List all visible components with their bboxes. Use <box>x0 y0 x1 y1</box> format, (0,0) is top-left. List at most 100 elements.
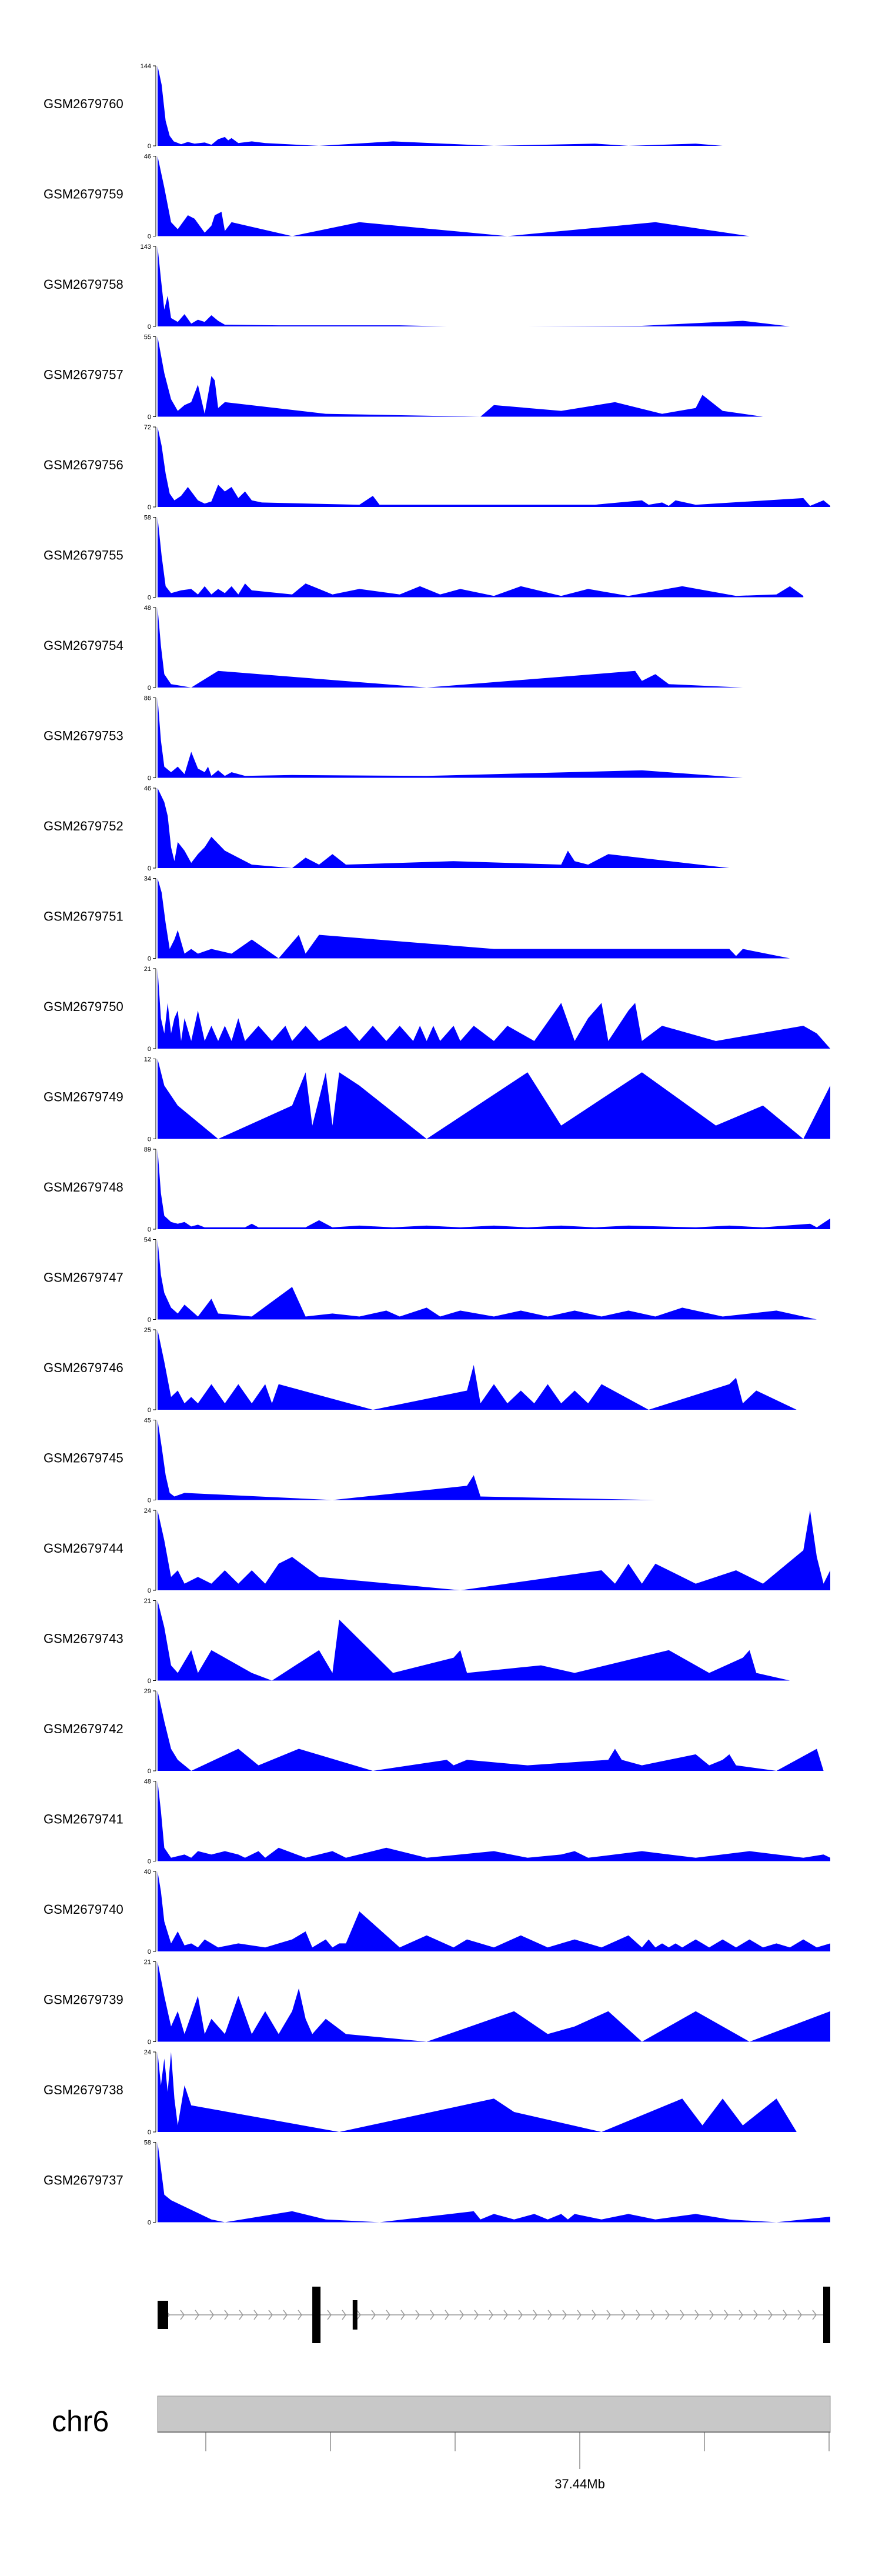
track-label: GSM2679751 <box>44 909 123 924</box>
coverage-area <box>158 1871 830 1951</box>
coverage-area <box>158 698 743 778</box>
y-tick-label: 0 <box>148 1678 151 1685</box>
track-label: GSM2679746 <box>44 1360 123 1375</box>
track-label: GSM2679760 <box>44 96 123 111</box>
y-tick-label: 54 <box>144 1237 151 1244</box>
coverage-area <box>158 1149 830 1229</box>
strand-arrow <box>386 2310 390 2320</box>
strand-arrow <box>503 2310 508 2320</box>
track-GSM2679760: GSM2679760 144 0 <box>44 63 763 150</box>
strand-arrow <box>724 2310 729 2320</box>
strand-arrow <box>253 2310 258 2320</box>
y-tick-label: 24 <box>144 2049 151 2056</box>
strand-arrow <box>680 2310 684 2320</box>
track-label: GSM2679749 <box>44 1090 123 1105</box>
y-tick-label: 58 <box>144 515 151 522</box>
strand-arrow <box>665 2310 670 2320</box>
track-label: GSM2679737 <box>44 2173 123 2188</box>
track-label: GSM2679739 <box>44 1993 123 2007</box>
track-label: GSM2679743 <box>44 1631 123 1646</box>
track-label: GSM2679747 <box>44 1270 123 1285</box>
coverage-area <box>158 1781 830 1861</box>
coverage-area <box>158 336 763 417</box>
y-tick-label: 89 <box>144 1146 151 1153</box>
y-tick-label: 46 <box>144 154 151 161</box>
strand-arrow <box>768 2310 773 2320</box>
y-tick-label: 29 <box>144 1688 151 1695</box>
track-GSM2679748: GSM2679748 89 0 <box>44 1146 830 1233</box>
coverage-area <box>158 1691 824 1771</box>
coverage-area <box>158 517 804 598</box>
track-label: GSM2679738 <box>44 2083 123 2097</box>
track-GSM2679745: GSM2679745 45 0 <box>44 1417 656 1504</box>
y-tick-label: 0 <box>148 1768 151 1775</box>
track-GSM2679742: GSM2679742 29 0 <box>44 1688 824 1775</box>
y-tick-label: 0 <box>148 233 151 241</box>
y-tick-label: 0 <box>148 685 151 692</box>
track-label: GSM2679758 <box>44 277 123 292</box>
track-GSM2679737: GSM2679737 58 0 <box>44 2140 830 2227</box>
track-GSM2679751: GSM2679751 34 0 <box>44 876 790 963</box>
track-GSM2679740: GSM2679740 40 0 <box>44 1868 830 1956</box>
y-tick-label: 0 <box>148 775 151 782</box>
y-tick-label: 21 <box>144 966 151 973</box>
coverage-area <box>158 608 743 688</box>
strand-arrow <box>739 2310 743 2320</box>
y-tick-label: 0 <box>148 1587 151 1594</box>
y-tick-label: 0 <box>148 1317 151 1324</box>
coverage-tracks: GSM2679760 144 0 GSM2679759 46 0 GSM2679758 143… <box>44 63 830 2227</box>
track-label: GSM2679742 <box>44 1721 123 1736</box>
strand-arrow <box>224 2310 229 2320</box>
strand-arrow <box>709 2310 714 2320</box>
y-tick-label: 24 <box>144 1507 151 1514</box>
strand-arrow <box>239 2310 243 2320</box>
strand-arrow <box>577 2310 582 2320</box>
coverage-area <box>158 1600 790 1681</box>
coverage-area <box>158 969 830 1049</box>
y-tick-label: 55 <box>144 334 151 341</box>
strand-arrow <box>342 2310 346 2320</box>
y-tick-label: 0 <box>148 2129 151 2136</box>
strand-arrow <box>415 2310 420 2320</box>
y-tick-label: 143 <box>141 243 151 251</box>
track-GSM2679746: GSM2679746 25 0 <box>44 1327 797 1414</box>
coverage-area <box>158 1510 830 1590</box>
track-GSM2679739: GSM2679739 21 0 <box>44 1959 830 2046</box>
track-label: GSM2679755 <box>44 548 123 563</box>
y-tick-label: 0 <box>148 1497 151 1504</box>
y-tick-label: 25 <box>144 1327 151 1334</box>
strand-arrow <box>621 2310 626 2320</box>
track-label: GSM2679754 <box>44 638 123 653</box>
track-GSM2679755: GSM2679755 58 0 <box>44 515 804 602</box>
y-tick-label: 45 <box>144 1417 151 1424</box>
coverage-area <box>158 1961 830 2042</box>
y-tick-label: 21 <box>144 1959 151 1966</box>
strand-arrow <box>195 2310 199 2320</box>
track-GSM2679741: GSM2679741 48 0 <box>44 1778 830 1866</box>
position-label: 37.44Mb <box>554 2477 605 2491</box>
coverage-area <box>158 427 830 507</box>
strand-arrow <box>489 2310 493 2320</box>
exon <box>312 2287 321 2343</box>
strand-arrow <box>753 2310 758 2320</box>
y-tick-label: 144 <box>141 63 151 70</box>
y-tick-label: 0 <box>148 143 151 150</box>
coverage-area <box>158 246 790 326</box>
coverage-area <box>158 2052 797 2132</box>
y-tick-label: 0 <box>148 323 151 331</box>
y-tick-label: 0 <box>148 595 151 602</box>
chromosome-ideogram: chr6 37.44Mb <box>52 2395 831 2491</box>
y-tick-label: 34 <box>144 876 151 883</box>
track-label: GSM2679741 <box>44 1812 123 1827</box>
y-tick-label: 12 <box>144 1056 151 1063</box>
strand-arrow <box>592 2310 596 2320</box>
coverage-area <box>158 1330 797 1410</box>
y-tick-label: 0 <box>148 956 151 963</box>
strand-arrow <box>797 2310 802 2320</box>
track-GSM2679757: GSM2679757 55 0 <box>44 334 763 421</box>
chromosome-band <box>157 2395 831 2433</box>
track-GSM2679753: GSM2679753 86 0 <box>44 695 743 782</box>
y-tick-label: 0 <box>148 1948 151 1956</box>
coverage-area <box>158 1059 830 1139</box>
